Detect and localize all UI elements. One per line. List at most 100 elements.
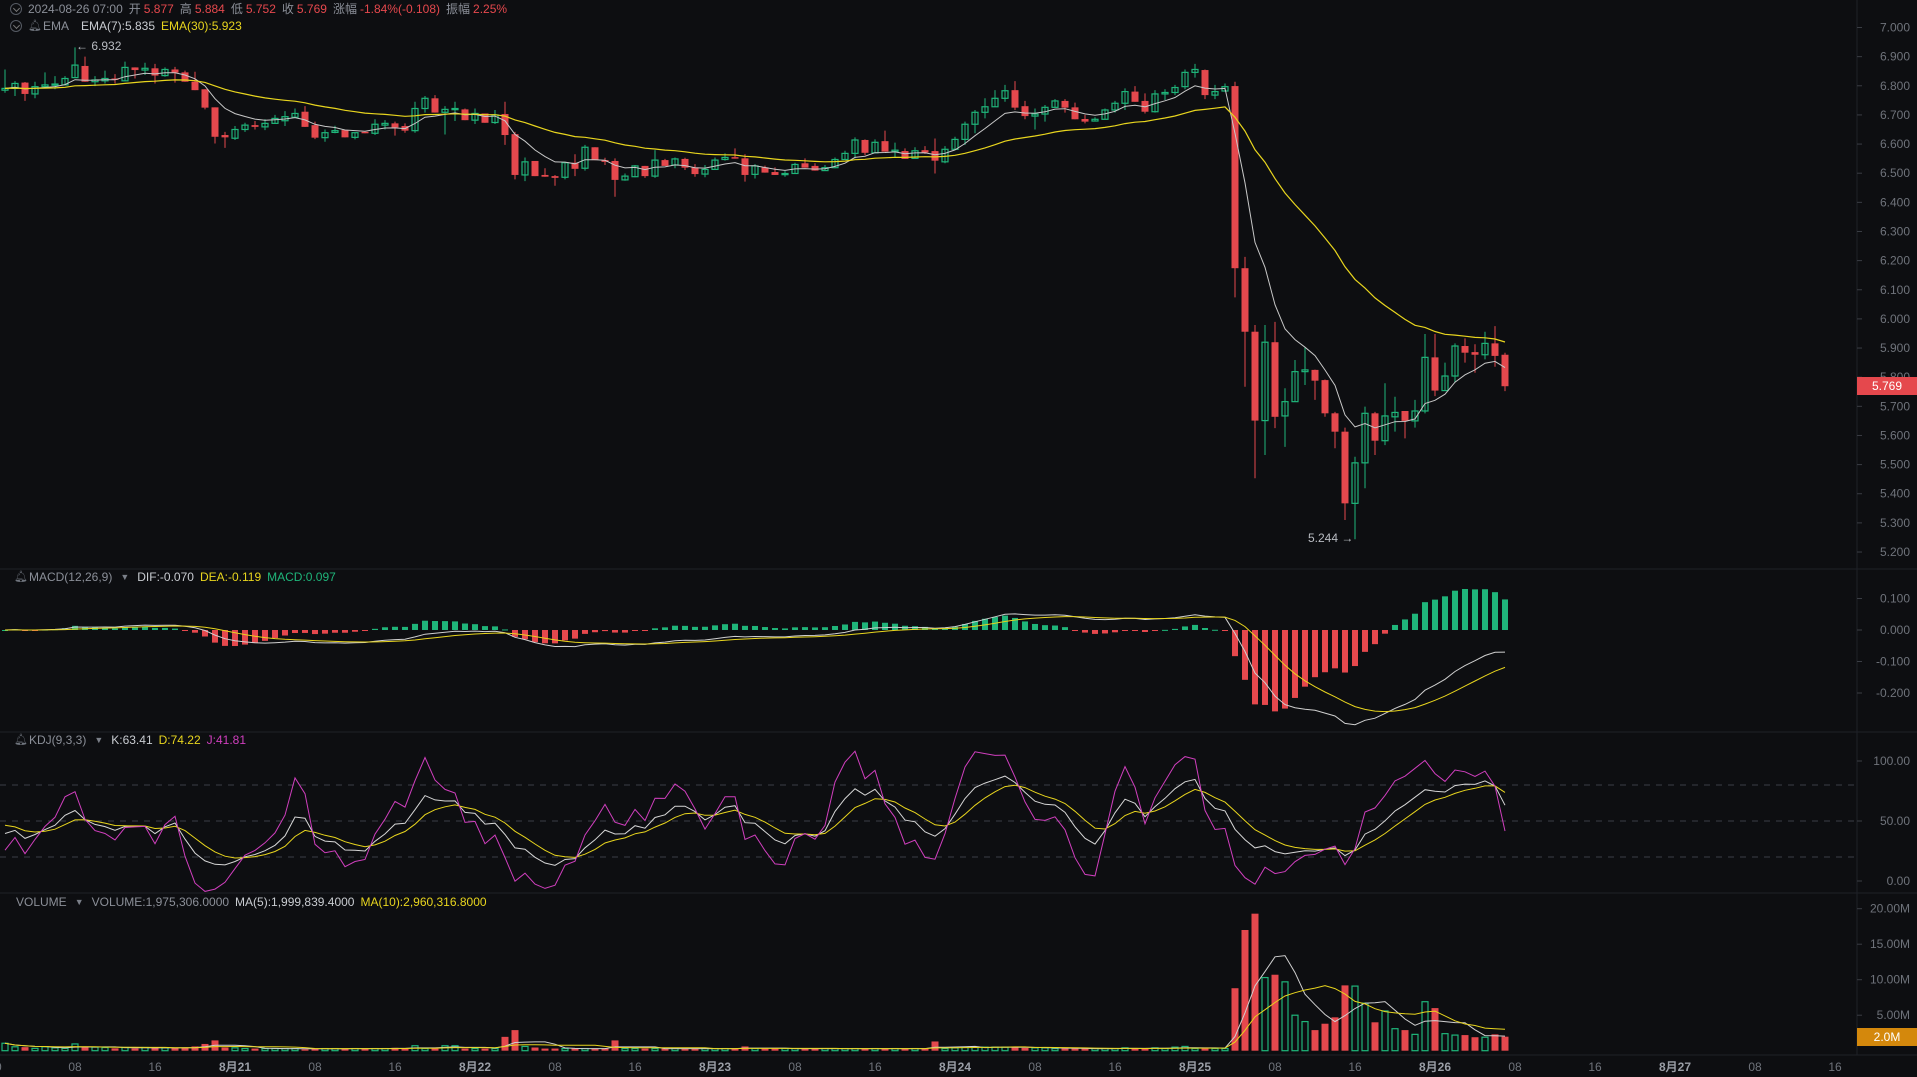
candle-body-up [1161,91,1169,95]
candle-body-down [1251,331,1259,421]
volume-bar-down [591,1048,599,1051]
volume-bar-down [601,1048,609,1051]
candle-body-up [1451,345,1459,377]
candle-body-up [411,107,419,132]
collapse-chevron-icon[interactable] [10,20,22,32]
macd-histogram-bar [922,626,928,630]
volume-bar-up [231,1047,239,1052]
macd-histogram-bar [1122,630,1128,631]
candle-body-up [971,111,979,125]
macd-histogram-bar [752,625,758,630]
ema7-line [4,72,1506,429]
time-axis-label: 8月25 [1179,1060,1211,1074]
macd-histogram-bar [1262,630,1268,705]
volume-bar-down [551,1048,559,1051]
candle-body-up [1351,462,1359,504]
macd-histogram-bar [242,630,248,645]
volume-bar-down [1311,1030,1319,1051]
candle-body-up [1291,371,1299,403]
macd-histogram-bar [1172,628,1178,630]
macd-histogram-bar [842,624,848,630]
candle-body-down [1461,346,1469,353]
candle-body-down [761,167,769,173]
volume-bar-down [131,1048,139,1051]
bell-icon[interactable]: 🔔︎ [14,571,28,583]
volume-bar-down [1251,913,1259,1051]
candle-body-down [1021,106,1029,117]
candle-body-up [701,168,709,175]
macd-histogram-bar [1132,630,1138,631]
macd-histogram-bar [1482,589,1488,630]
volume-axis-label: 5.00M [1877,1008,1910,1022]
volume-indicator-label[interactable]: VOLUME [16,895,67,909]
time-axis-label: 8月23 [699,1060,731,1074]
macd-histogram-bar [412,623,418,630]
macd-histogram-bar [342,630,348,633]
volume-axis-label: 15.00M [1870,937,1910,951]
volume-bar-down [171,1047,179,1051]
macd-histogram-bar [692,626,698,630]
volume-bar-down [1431,1008,1439,1051]
volume-bar-down [481,1048,489,1051]
volume-bar-down [691,1048,699,1051]
macd-histogram-bar [1112,630,1118,633]
time-axis-label: 08 [1748,1060,1762,1074]
volume-ma5-value: MA(5):1,999,839.4000 [235,895,355,909]
candle-body-down [741,158,749,175]
volume-bar-down [251,1048,259,1051]
candle-body-up [1411,410,1419,422]
volume-ma5-line [4,955,1506,1050]
candle-body-down [901,151,909,159]
volume-bar-down [661,1048,669,1051]
volume-bar-up [1351,985,1359,1052]
current-volume-tag: 2.0M [1857,1027,1917,1046]
volume-bar-up [261,1047,269,1052]
volume-bar-up [1421,1001,1429,1052]
macd-histogram-bar [1032,623,1038,630]
candle-body-down [181,72,189,82]
volume-bar-down [1011,1047,1019,1051]
volume-bar-up [31,1047,39,1052]
candle-body-down [541,174,549,177]
bell-icon[interactable]: 🔔︎ [14,734,28,746]
candle-body-down [931,151,939,161]
candle-body-up [231,128,239,139]
dropdown-caret-icon[interactable]: ▼ [74,897,84,907]
volume-bar-down [1061,1048,1069,1051]
collapse-chevron-icon[interactable] [10,3,22,15]
candle-body-up [1441,375,1449,392]
dropdown-caret-icon[interactable]: ▼ [120,572,130,582]
volume-bar-down [861,1048,869,1051]
dropdown-caret-icon[interactable]: ▼ [94,735,104,745]
candle-body-down [531,160,539,177]
ema-indicator-label[interactable]: EMA [42,19,69,33]
candle-body-up [561,162,569,178]
macd-histogram-bar [932,628,938,630]
volume-bar-down [881,1048,889,1051]
macd-histogram-bar [762,627,768,630]
volume-bar-down [151,1047,159,1051]
candle-body-up [1,87,9,91]
macd-indicator-label[interactable]: MACD(12,26,9) [28,570,113,584]
candle-body-down [921,150,929,153]
candle-body-up [351,132,359,138]
volume-bar-up [91,1046,99,1052]
volume-bar-up [1041,1047,1049,1052]
time-axis-label: 08 [1508,1060,1522,1074]
volume-bar-down [1201,1048,1209,1051]
price-axis-label: 6.700 [1880,108,1910,122]
kdj-indicator-label[interactable]: KDJ(9,3,3) [28,733,87,747]
macd-histogram-bar [1232,630,1238,657]
candle-body-down [801,163,809,168]
macd-histogram-bar [552,630,558,644]
bell-icon[interactable]: 🔔︎ [28,20,42,32]
volume-bar-down [1461,1035,1469,1051]
price-axis-label: 5.600 [1880,428,1910,442]
macd-histogram-bar [372,628,378,630]
macd-histogram-bar [622,630,628,633]
kdj-d-line [4,784,1506,859]
volume-bar-down [1231,988,1239,1051]
macd-histogram-bar [272,630,278,639]
kdj-axis-label: 0.00 [1887,874,1911,888]
